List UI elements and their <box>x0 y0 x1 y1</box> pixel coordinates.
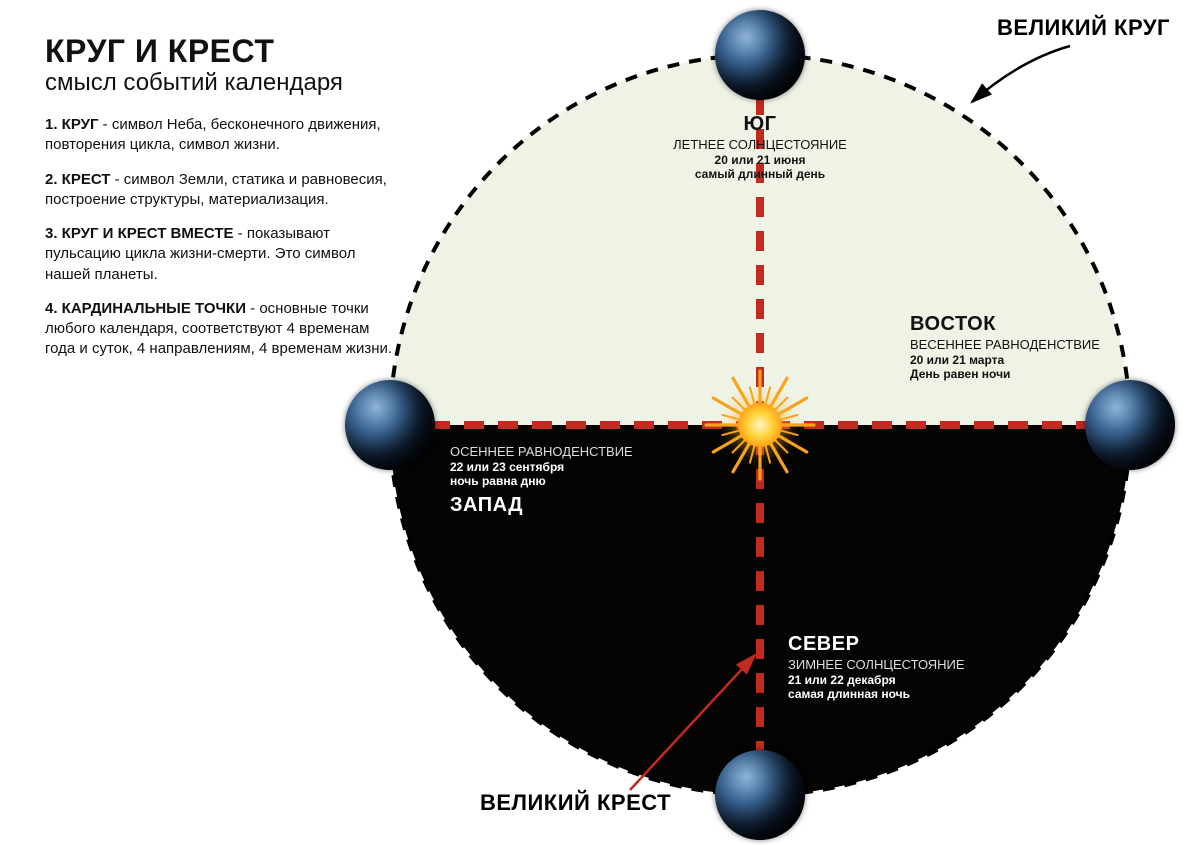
arrow-great-cross <box>620 640 780 800</box>
label-south: ЮГ ЛЕТНЕЕ СОЛНЦЕСТОЯНИЕ 20 или 21 июня с… <box>630 113 890 181</box>
south-dir: ЮГ <box>630 113 890 136</box>
west-date: 22 или 23 сентября <box>450 460 700 474</box>
north-note: самая длинная ночь <box>788 687 1048 701</box>
north-evt: ЗИМНЕЕ СОЛНЦЕСТОЯНИЕ <box>788 657 1048 672</box>
title-main: КРУГ И КРЕСТ <box>45 35 395 67</box>
earth-east <box>1085 380 1175 470</box>
east-evt: ВЕСЕННЕЕ РАВНОДЕНСТВИЕ <box>910 337 1140 352</box>
north-dir: СЕВЕР <box>788 633 1048 656</box>
earth-south <box>715 10 805 100</box>
definition-term: 2. КРЕСТ <box>45 171 110 188</box>
definition-item: 2. КРЕСТ - символ Земли, статика и равно… <box>45 170 395 211</box>
earth-west <box>345 380 435 470</box>
definition-term: 1. КРУГ <box>45 116 98 133</box>
west-evt: ОСЕННЕЕ РАВНОДЕНСТВИЕ <box>450 444 700 459</box>
sun-icon <box>738 403 782 447</box>
definition-term: 4. КАРДИНАЛЬНЫЕ ТОЧКИ <box>45 300 246 317</box>
west-note: ночь равна дню <box>450 474 700 488</box>
east-date: 20 или 21 марта <box>910 353 1140 367</box>
west-dir: ЗАПАД <box>450 494 700 517</box>
north-date: 21 или 22 декабря <box>788 673 1048 687</box>
title-sub: смысл событий календаря <box>45 69 395 97</box>
label-east: ВОСТОК ВЕСЕННЕЕ РАВНОДЕНСТВИЕ 20 или 21 … <box>910 313 1140 381</box>
label-north: СЕВЕР ЗИМНЕЕ СОЛНЦЕСТОЯНИЕ 21 или 22 дек… <box>788 633 1048 701</box>
label-west: ОСЕННЕЕ РАВНОДЕНСТВИЕ 22 или 23 сентября… <box>450 443 700 517</box>
east-note: День равен ночи <box>910 367 1140 381</box>
east-dir: ВОСТОК <box>910 313 1140 336</box>
items-list: 1. КРУГ - символ Неба, бесконечного движ… <box>45 115 395 360</box>
definition-item: 4. КАРДИНАЛЬНЫЕ ТОЧКИ - основные точки л… <box>45 299 395 360</box>
definition-term: 3. КРУГ И КРЕСТ ВМЕСТЕ <box>45 225 234 242</box>
text-panel: КРУГ И КРЕСТ смысл событий календаря 1. … <box>45 35 395 374</box>
south-date: 20 или 21 июня <box>630 153 890 167</box>
south-note: самый длинный день <box>630 167 890 181</box>
south-evt: ЛЕТНЕЕ СОЛНЦЕСТОЯНИЕ <box>630 137 890 152</box>
definition-item: 1. КРУГ - символ Неба, бесконечного движ… <box>45 115 395 156</box>
definition-item: 3. КРУГ И КРЕСТ ВМЕСТЕ - показывают пуль… <box>45 224 395 285</box>
